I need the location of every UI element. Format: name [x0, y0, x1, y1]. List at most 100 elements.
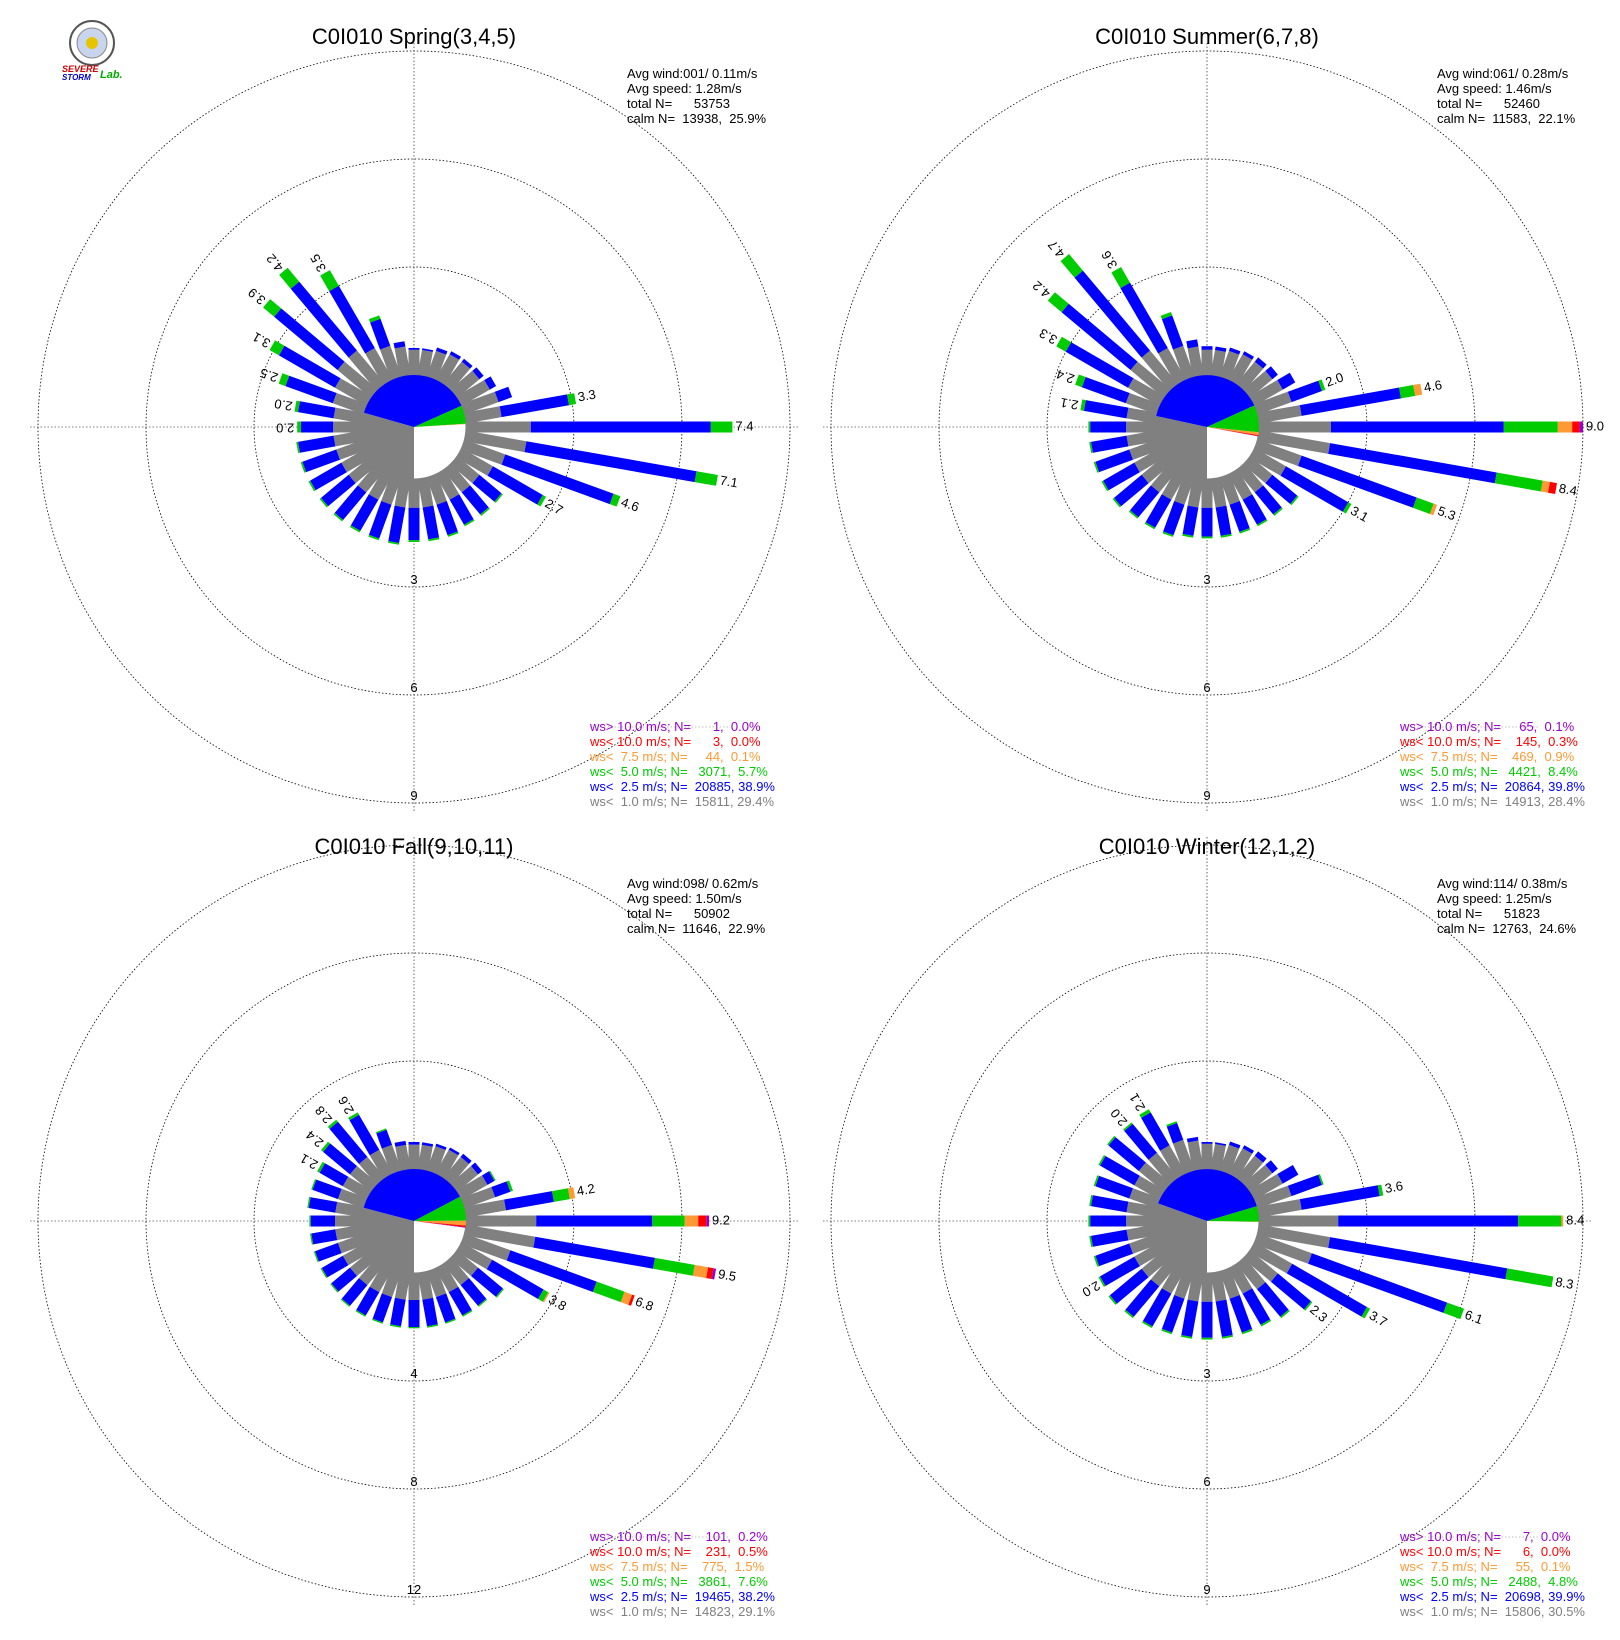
sector-bar-green — [317, 1161, 325, 1173]
sector-bar-green — [552, 1188, 570, 1202]
sector-bar-green — [1342, 502, 1352, 514]
sector-bar-green — [489, 1170, 496, 1181]
sector-bar-gray — [443, 1257, 469, 1286]
sector-bar-gray — [348, 350, 385, 391]
sector-bar-green — [1093, 1255, 1100, 1267]
legend-entry-blue: ws< 2.5 m/s; N= 20698, 39.9% — [1399, 1589, 1585, 1604]
sector-bar-gray — [1128, 378, 1165, 406]
sector-bar-blue — [1181, 1299, 1199, 1337]
calm-pie-green — [1207, 405, 1259, 433]
sector-bar-orange — [1413, 383, 1423, 396]
sector-bar-gray — [443, 463, 471, 493]
sector-bar-blue — [302, 449, 340, 473]
sector-bar-gray — [380, 345, 402, 380]
sector-label: 2.1 — [1059, 395, 1079, 413]
sector-bar-gray — [1201, 479, 1213, 508]
sector-bar-green — [1089, 1195, 1093, 1207]
legend-entry-blue: ws< 2.5 m/s; N= 20864, 39.8% — [1399, 779, 1585, 794]
sector-bar-gray — [1219, 474, 1240, 505]
sector-bar-green — [327, 1119, 338, 1129]
sector-bar-gray — [1126, 430, 1157, 447]
sector-bar-blue — [499, 394, 569, 418]
sector-bar-green — [1239, 528, 1251, 534]
windrose-panel: C0I010 Spring(3,4,5)3693.37.47.14.62.72.… — [30, 24, 798, 811]
calm-pie-green — [1207, 1206, 1260, 1222]
sector-bar-green — [1160, 312, 1173, 320]
sector-bar-blue — [1100, 1156, 1140, 1186]
sector-bar-blue — [449, 494, 474, 525]
sector-bar-gray — [417, 1271, 434, 1300]
sector-bar-gray — [342, 1176, 372, 1200]
sector-bar-blue — [1090, 1215, 1127, 1227]
sector-label: 4.2 — [1030, 278, 1053, 301]
sector-bar-blue — [370, 318, 391, 350]
sector-bar-blue — [486, 1259, 544, 1299]
sector-bar-green — [1503, 421, 1558, 433]
sector-bar-gray — [461, 1187, 496, 1209]
sector-bar-green — [1201, 536, 1213, 539]
calm-pie-blue — [1156, 375, 1255, 427]
sector-bar-gray — [1129, 1188, 1160, 1209]
sector-bar-red — [698, 1215, 707, 1227]
sector-bar-gray — [1126, 421, 1155, 433]
sector-bar-blue — [1065, 342, 1134, 388]
sector-label: 2.4 — [303, 1127, 326, 1150]
sector-bar-blue — [1242, 494, 1267, 525]
stat-line: calm N= 12763, 24.6% — [1437, 921, 1577, 936]
sector-bar-blue — [1287, 1174, 1322, 1197]
sector-label: 2.0 — [1323, 369, 1345, 389]
sector-bar-green — [1181, 1335, 1193, 1339]
sector-bar-blue — [1090, 421, 1127, 433]
sector-label: 4.2 — [263, 251, 286, 274]
sector-bar-gray — [1187, 346, 1204, 377]
sector-bar-green — [1318, 379, 1326, 391]
sector-bar-green — [1108, 1295, 1117, 1305]
sector-bar-gray — [1243, 456, 1273, 484]
sector-bar-green — [1361, 1307, 1371, 1319]
sector-label: 3.3 — [1037, 326, 1060, 348]
sector-bar-gray — [1249, 448, 1286, 476]
sector-bar-gray — [1210, 1271, 1227, 1302]
sector-bar-gray — [333, 421, 362, 433]
sector-bar-blue — [1308, 1253, 1448, 1313]
sector-bar-gray — [1219, 1268, 1240, 1299]
sector-bar-gray — [1257, 1199, 1302, 1218]
sector-bar-gray — [1201, 1273, 1213, 1302]
sector-bar-blue — [1265, 1160, 1278, 1174]
sector-bar-gray — [1160, 1145, 1186, 1179]
stat-line: total N= 53753 — [627, 96, 730, 111]
sector-bar-blue — [315, 1242, 342, 1262]
sector-bar-green — [320, 1267, 328, 1279]
sector-bar-green — [1260, 1319, 1272, 1327]
windrose-panel: C0I010 Fall(9,10,11)48124.29.29.56.83.82… — [30, 834, 798, 1619]
sector-bar-blue — [491, 1181, 511, 1198]
sector-bar-green — [1162, 531, 1174, 537]
sector-bar-orange — [1429, 503, 1437, 516]
sector-bar-blue — [329, 285, 375, 354]
sector-bar-blue — [329, 1121, 368, 1164]
sector-bar-gray — [408, 1144, 420, 1169]
sector-bar-blue — [1161, 1295, 1185, 1333]
sector-bar-gray — [1219, 350, 1240, 380]
sector-bar-blue — [1277, 372, 1296, 390]
sector-bar-blue — [356, 1286, 380, 1316]
sector-bar-green — [263, 299, 282, 317]
sector-bar-green — [297, 421, 301, 433]
sector-bar-green — [1060, 254, 1083, 278]
sector-bar-green — [1075, 374, 1086, 388]
sector-label: 2.7 — [543, 496, 566, 518]
sector-bar-blue — [461, 485, 489, 515]
sector-label: 6.8 — [633, 1294, 655, 1314]
sector-bar-blue — [1186, 339, 1199, 349]
stat-line: Avg speed: 1.28m/s — [627, 81, 742, 96]
calm-pie-orange — [414, 423, 466, 427]
sector-bar-blue — [530, 421, 711, 433]
sector-bar-green — [494, 493, 503, 503]
stat-line: Avg speed: 1.46m/s — [1437, 81, 1552, 96]
stat-line: calm N= 11583, 22.1% — [1437, 111, 1576, 126]
sector-bar-green — [349, 525, 361, 533]
calm-pie-gray — [1155, 416, 1207, 479]
sector-bar-blue — [501, 454, 614, 505]
sector-bar-blue — [1114, 474, 1149, 507]
sector-bar-blue — [484, 376, 497, 390]
